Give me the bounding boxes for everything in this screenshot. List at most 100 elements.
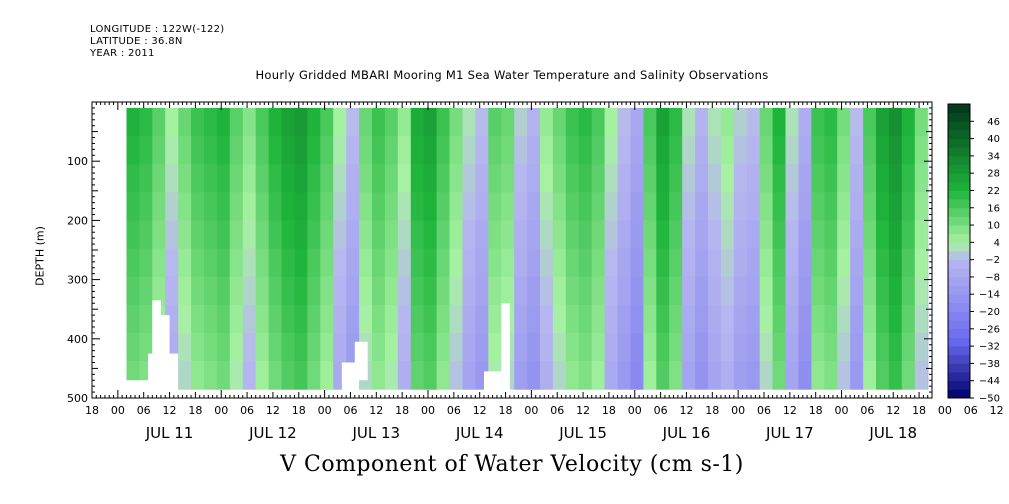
heatmap-cell — [656, 361, 670, 390]
heatmap-cell — [785, 136, 799, 165]
heatmap-cell — [772, 248, 787, 278]
heatmap-cell — [901, 276, 916, 306]
heatmap-cell — [514, 107, 528, 137]
heatmap-cell — [708, 304, 722, 334]
heatmap-cell — [229, 304, 244, 334]
chart-title: Hourly Gridded MBARI Mooring M1 Sea Wate… — [255, 68, 769, 82]
heatmap-cell — [423, 136, 438, 165]
year-label: YEAR : 2011 — [90, 48, 155, 59]
heatmap-cell — [824, 304, 838, 334]
x-day-label: JUL 13 — [351, 424, 400, 442]
heatmap-cell — [720, 164, 735, 193]
heatmap-cell — [152, 276, 166, 306]
heatmap-cell — [333, 332, 347, 362]
heatmap-cell — [242, 107, 257, 137]
heatmap-cell — [397, 332, 412, 362]
heatmap-cell — [669, 276, 683, 306]
heatmap-cell — [255, 220, 270, 250]
x-tick-label: 12 — [266, 404, 280, 417]
heatmap-cell — [759, 276, 774, 306]
heatmap-cell — [216, 107, 231, 137]
heatmap-cell — [255, 332, 270, 362]
heatmap-cell — [746, 276, 761, 306]
heatmap-cell — [204, 332, 218, 362]
heatmap-cell — [759, 107, 774, 137]
heatmap-cell — [397, 248, 412, 278]
heatmap-cell — [888, 136, 903, 165]
heatmap-cell — [772, 164, 787, 193]
heatmap-cell — [565, 136, 580, 165]
heatmap-cell — [423, 361, 438, 390]
heatmap-cell — [165, 192, 179, 221]
heatmap-cell — [604, 361, 619, 390]
heatmap-cell — [552, 361, 567, 390]
heatmap-cell — [320, 107, 334, 137]
heatmap-cell — [708, 332, 722, 362]
heatmap-cell — [578, 248, 593, 278]
heatmap-cell — [552, 276, 567, 306]
heatmap-cell — [888, 332, 903, 362]
heatmap-cell — [449, 304, 463, 334]
heatmap-cell — [837, 220, 851, 250]
heatmap-cells — [126, 107, 929, 390]
heatmap-cell — [837, 164, 851, 193]
heatmap-cell — [410, 304, 425, 334]
heatmap-cell — [772, 136, 787, 165]
heatmap-cell — [139, 276, 153, 306]
colorbar-label: −26 — [979, 324, 1000, 335]
heatmap-cell — [268, 136, 283, 165]
heatmap-cell — [410, 332, 425, 362]
heatmap-cell — [656, 192, 670, 221]
y-tick-label: 400 — [67, 333, 88, 346]
y-tick-label: 100 — [67, 155, 88, 168]
heatmap-cell — [682, 192, 696, 221]
missing-data-block — [152, 300, 161, 354]
heatmap-cell — [863, 192, 877, 221]
heatmap-cell — [372, 136, 386, 165]
heatmap-cell — [708, 248, 722, 278]
heatmap-cell — [720, 136, 735, 165]
colorbar-label: 10 — [987, 221, 1000, 232]
x-tick-label: 06 — [550, 404, 564, 417]
heatmap-cell — [824, 136, 838, 165]
heatmap-cell — [178, 304, 192, 334]
colorbar-bin — [948, 138, 970, 148]
heatmap-cell — [927, 107, 929, 137]
heatmap-cell — [397, 276, 412, 306]
heatmap-cell — [397, 361, 412, 390]
heatmap-cell — [397, 220, 412, 250]
heatmap-cell — [876, 192, 890, 221]
heatmap-cell — [527, 276, 541, 306]
heatmap-cell — [501, 276, 515, 306]
heatmap-cell — [178, 192, 192, 221]
heatmap-cell — [255, 107, 270, 137]
heatmap-cell — [643, 276, 657, 306]
latitude-label: LATITUDE : 36.8N — [90, 36, 183, 47]
heatmap-cell — [397, 164, 412, 193]
heatmap-cell — [333, 304, 347, 334]
colorbar-bin — [948, 233, 970, 243]
heatmap-cell — [785, 276, 799, 306]
heatmap-cell — [268, 248, 283, 278]
heatmap-cell — [901, 304, 916, 334]
heatmap-cell — [320, 248, 334, 278]
heatmap-cell — [746, 304, 761, 334]
heatmap-cell — [888, 164, 903, 193]
heatmap-cell — [578, 361, 593, 390]
heatmap-cell — [850, 248, 864, 278]
heatmap-cell — [320, 136, 334, 165]
heatmap-cell — [604, 276, 619, 306]
heatmap-cell — [255, 361, 270, 390]
heatmap-cell — [914, 164, 929, 193]
heatmap-cell — [178, 332, 192, 362]
heatmap-cell — [837, 276, 851, 306]
heatmap-cell — [656, 220, 670, 250]
heatmap-cell — [695, 136, 709, 165]
colorbar-label: −50 — [979, 394, 1000, 405]
heatmap-cell — [462, 304, 476, 334]
heatmap-cell — [384, 136, 399, 165]
heatmap-cell — [294, 136, 308, 165]
heatmap-cell — [669, 361, 683, 390]
heatmap-cell — [552, 304, 567, 334]
heatmap-cell — [294, 192, 308, 221]
